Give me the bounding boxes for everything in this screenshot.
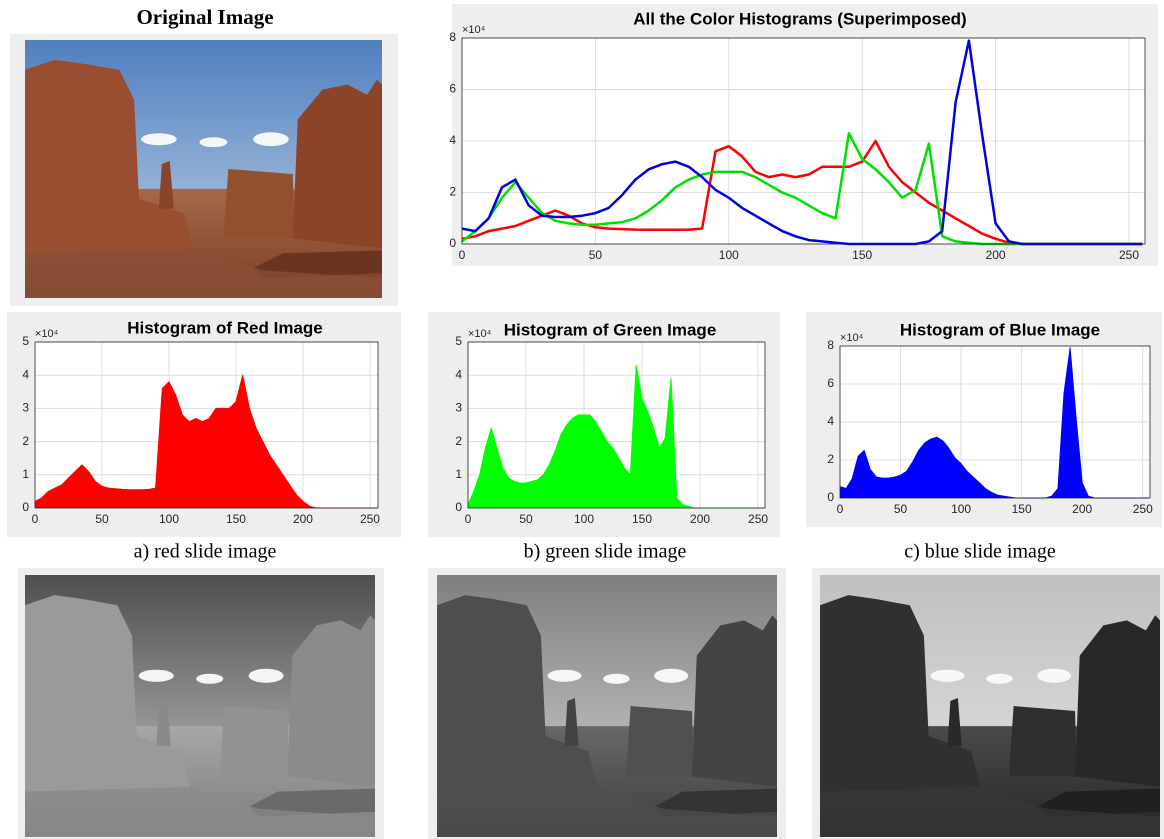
y-tick-label: 8 bbox=[449, 30, 456, 44]
y-tick-label: 3 bbox=[22, 401, 29, 415]
x-tick-label: 100 bbox=[951, 502, 971, 516]
y-tick-label: 0 bbox=[449, 236, 456, 250]
x-tick-label: 50 bbox=[894, 502, 908, 516]
y-tick-label: 0 bbox=[827, 490, 834, 504]
chart-title: Histogram of Red Image bbox=[127, 318, 323, 337]
red-channel-image bbox=[25, 575, 375, 837]
y-tick-label: 4 bbox=[22, 367, 29, 381]
y-tick-label: 2 bbox=[827, 452, 834, 466]
y-tick-label: 6 bbox=[827, 376, 834, 390]
x-tick-label: 100 bbox=[159, 512, 179, 526]
x-tick-label: 200 bbox=[690, 512, 710, 526]
x-tick-label: 50 bbox=[589, 248, 603, 262]
y-tick-label: 1 bbox=[22, 467, 29, 481]
chart-title: Histogram of Green Image bbox=[504, 320, 717, 339]
x-tick-label: 0 bbox=[459, 248, 466, 262]
x-tick-label: 150 bbox=[226, 512, 246, 526]
y-tick-label: 0 bbox=[22, 500, 29, 514]
y-tick-label: 4 bbox=[449, 133, 456, 147]
y-tick-label: 5 bbox=[455, 334, 462, 348]
y-tick-label: 8 bbox=[827, 338, 834, 352]
green-channel-image bbox=[437, 575, 777, 837]
y-tick-label: 5 bbox=[22, 334, 29, 348]
x-tick-label: 50 bbox=[95, 512, 109, 526]
x-tick-label: 50 bbox=[519, 512, 533, 526]
x-tick-label: 0 bbox=[465, 512, 472, 526]
y-tick-label: 2 bbox=[455, 434, 462, 448]
caption: b) green slide image bbox=[524, 541, 687, 563]
chart-title: Histogram of Blue Image bbox=[900, 320, 1100, 339]
blue-channel-image bbox=[820, 575, 1160, 837]
x-tick-label: 200 bbox=[293, 512, 313, 526]
y-tick-label: 4 bbox=[455, 367, 462, 381]
caption: c) blue slide image bbox=[904, 541, 1056, 563]
x-tick-label: 250 bbox=[1119, 248, 1139, 262]
x-tick-label: 250 bbox=[360, 512, 380, 526]
y-tick-label: 6 bbox=[449, 82, 456, 96]
x-tick-label: 0 bbox=[32, 512, 39, 526]
original-image bbox=[25, 40, 382, 298]
y-tick-label: 4 bbox=[827, 414, 834, 428]
y-tick-label: 2 bbox=[22, 434, 29, 448]
chart-title: All the Color Histograms (Superimposed) bbox=[633, 9, 966, 28]
x-tick-label: 200 bbox=[1072, 502, 1092, 516]
image-title: Original Image bbox=[136, 5, 273, 29]
x-tick-label: 150 bbox=[1012, 502, 1032, 516]
y-tick-label: 2 bbox=[449, 185, 456, 199]
x-tick-label: 200 bbox=[986, 248, 1006, 262]
x-tick-label: 250 bbox=[748, 512, 768, 526]
y-tick-label: 0 bbox=[455, 500, 462, 514]
figure: Original Image a) red slide image b) gre… bbox=[0, 0, 1164, 839]
caption: a) red slide image bbox=[134, 541, 277, 563]
x-tick-label: 150 bbox=[852, 248, 872, 262]
x-tick-label: 150 bbox=[632, 512, 652, 526]
x-tick-label: 100 bbox=[719, 248, 739, 262]
axis-exponent: ×10⁴ bbox=[468, 328, 492, 340]
y-tick-label: 1 bbox=[455, 467, 462, 481]
axis-exponent: ×10⁴ bbox=[462, 24, 486, 36]
axis-exponent: ×10⁴ bbox=[840, 332, 864, 344]
x-tick-label: 100 bbox=[574, 512, 594, 526]
page: Original Image a) red slide image b) gre… bbox=[0, 0, 1164, 839]
x-tick-label: 0 bbox=[837, 502, 844, 516]
x-tick-label: 250 bbox=[1133, 502, 1153, 516]
y-tick-label: 3 bbox=[455, 401, 462, 415]
axis-exponent: ×10⁴ bbox=[35, 328, 59, 340]
